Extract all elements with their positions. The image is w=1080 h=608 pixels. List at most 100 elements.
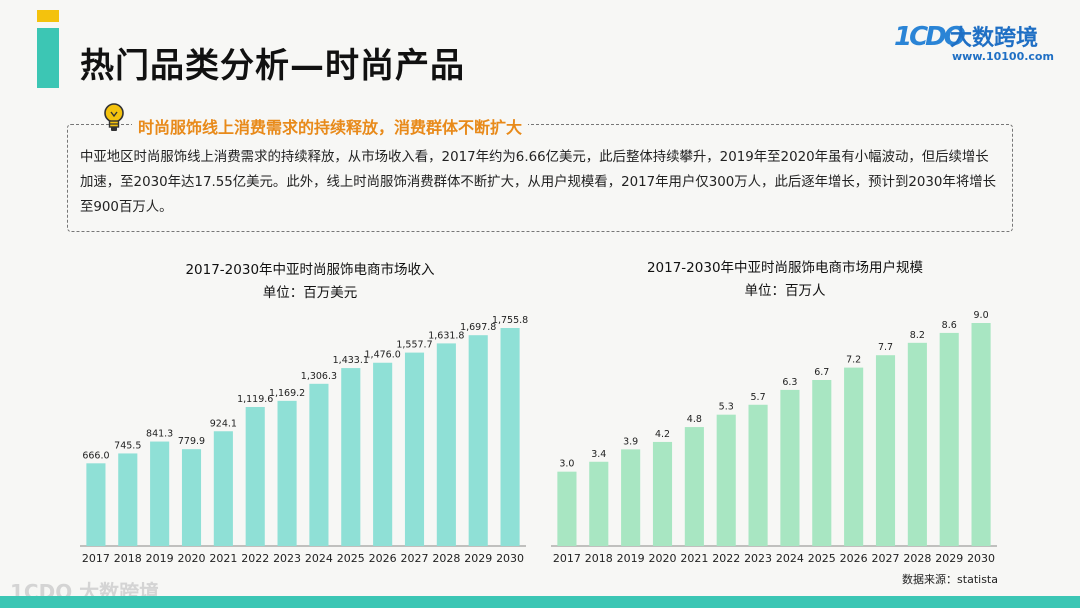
x-tick-label-2027: 2027 xyxy=(401,552,429,565)
data-label-2022: 1,119.6 xyxy=(237,394,273,405)
data-label-2022: 5.3 xyxy=(719,402,734,413)
x-tick-label-2026: 2026 xyxy=(840,552,868,565)
data-label-2023: 5.7 xyxy=(751,392,766,403)
users-chart-unit: 单位：百万人 xyxy=(744,283,826,299)
bar-2022 xyxy=(716,414,736,546)
brand-mark-icon: 1CDO xyxy=(894,22,966,52)
users-chart-title: 2017-2030年中亚时尚服饰电商市场用户规模 单位：百万人 xyxy=(555,256,1015,299)
bar-2028 xyxy=(907,342,927,546)
users-chart-title-text: 2017-2030年中亚时尚服饰电商市场用户规模 xyxy=(646,260,924,276)
x-tick-label-2023: 2023 xyxy=(273,552,301,565)
bar-2024 xyxy=(309,383,329,546)
data-label-2029: 8.6 xyxy=(942,320,957,331)
x-tick-label-2029: 2029 xyxy=(935,552,963,565)
bar-2030 xyxy=(500,328,520,546)
summary-box xyxy=(67,124,1013,232)
accent-bar-teal xyxy=(37,28,59,88)
x-tick-label-2024: 2024 xyxy=(305,552,333,565)
x-tick-label-2028: 2028 xyxy=(432,552,460,565)
data-label-2018: 3.4 xyxy=(591,449,606,460)
x-tick-label-2028: 2028 xyxy=(903,552,931,565)
x-tick-label-2022: 2022 xyxy=(712,552,740,565)
bar-2025 xyxy=(341,368,361,546)
x-tick-label-2025: 2025 xyxy=(808,552,836,565)
data-label-2019: 3.9 xyxy=(623,436,638,447)
revenue-chart-title-text: 2017-2030年中亚时尚服饰电商市场收入 xyxy=(185,262,435,278)
x-tick-label-2024: 2024 xyxy=(776,552,804,565)
data-source-note: 数据来源：statista xyxy=(902,573,998,586)
data-label-2024: 6.3 xyxy=(782,377,797,388)
x-tick-label-2019: 2019 xyxy=(617,552,645,565)
data-label-2028: 1,631.8 xyxy=(428,330,464,341)
bar-2026 xyxy=(373,362,393,546)
data-label-2030: 9.0 xyxy=(974,310,989,321)
bar-2020 xyxy=(181,449,202,546)
data-label-2027: 7.7 xyxy=(878,342,893,353)
data-label-2020: 4.2 xyxy=(655,429,670,440)
brand-name: 大数跨境 xyxy=(950,26,1039,51)
data-label-2018: 745.5 xyxy=(114,440,141,451)
data-label-2027: 1,557.7 xyxy=(396,340,432,351)
bar-2030 xyxy=(971,323,991,546)
bar-2021 xyxy=(684,427,704,546)
bar-2028 xyxy=(436,343,456,546)
x-tick-label-2020: 2020 xyxy=(649,552,677,565)
bar-2018 xyxy=(589,461,609,546)
bar-2020 xyxy=(652,441,673,546)
brand-logo: 1CDO 大数跨境 www.10100.com xyxy=(894,18,1054,68)
x-tick-label-2030: 2030 xyxy=(496,552,524,565)
summary-heading: 时尚服饰线上消费需求的持续释放，消费群体不断扩大 xyxy=(132,114,529,138)
x-tick-label-2023: 2023 xyxy=(744,552,772,565)
bar-2023 xyxy=(748,404,768,546)
revenue-chart-title: 2017-2030年中亚时尚服饰电商市场收入 单位：百万美元 xyxy=(80,258,540,301)
x-tick-label-2026: 2026 xyxy=(369,552,397,565)
x-tick-label-2021: 2021 xyxy=(209,552,237,565)
bar-2021 xyxy=(213,431,233,546)
x-tick-label-2018: 2018 xyxy=(114,552,142,565)
data-label-2023: 1,169.2 xyxy=(269,388,305,399)
bar-2017 xyxy=(86,463,106,546)
data-label-2025: 1,433.1 xyxy=(333,355,369,366)
summary-text: 中亚地区时尚服饰线上消费需求的持续释放，从市场收入看，2017年约为6.66亿美… xyxy=(80,150,996,215)
bar-2026 xyxy=(844,367,864,546)
x-tick-label-2029: 2029 xyxy=(464,552,492,565)
bar-2023 xyxy=(277,400,297,546)
bar-2022 xyxy=(245,406,265,546)
bar-2018 xyxy=(118,453,138,546)
data-label-2028: 8.2 xyxy=(910,330,925,341)
data-label-2020: 779.9 xyxy=(178,436,205,447)
x-tick-label-2020: 2020 xyxy=(178,552,206,565)
brand-url: www.10100.com xyxy=(952,50,1054,63)
bar-2029 xyxy=(939,332,959,546)
bar-2027 xyxy=(875,355,896,546)
x-tick-label-2022: 2022 xyxy=(241,552,269,565)
bar-2019 xyxy=(150,441,170,546)
bar-2017 xyxy=(557,471,577,546)
x-tick-label-2027: 2027 xyxy=(872,552,900,565)
bar-2027 xyxy=(404,352,425,546)
bar-2019 xyxy=(621,449,641,546)
x-tick-label-2025: 2025 xyxy=(337,552,365,565)
data-label-2017: 666.0 xyxy=(82,450,109,461)
data-label-2019: 841.3 xyxy=(146,429,173,440)
data-label-2021: 924.1 xyxy=(210,418,237,429)
bar-2025 xyxy=(812,379,832,546)
accent-bar-yellow xyxy=(37,10,59,22)
bar-2024 xyxy=(780,389,800,546)
data-label-2017: 3.0 xyxy=(559,459,574,470)
users-bar-chart: 3.0 2017 3.4 2018 3.9 2019 4.2 2020 4.8 2021 5.3 20… xyxy=(551,310,997,565)
x-tick-label-2018: 2018 xyxy=(585,552,613,565)
data-label-2030: 1,755.8 xyxy=(492,315,528,326)
data-label-2029: 1,697.8 xyxy=(460,322,496,333)
x-tick-label-2019: 2019 xyxy=(146,552,174,565)
x-tick-label-2017: 2017 xyxy=(553,552,581,565)
lightbulb-icon xyxy=(104,103,124,131)
data-label-2021: 4.8 xyxy=(687,414,702,425)
revenue-bar-chart: 666.0 2017 745.5 2018 841.3 2019 779.9 2020 924.… xyxy=(80,315,528,565)
data-label-2026: 1,476.0 xyxy=(365,350,401,361)
x-tick-label-2021: 2021 xyxy=(680,552,708,565)
data-label-2024: 1,306.3 xyxy=(301,371,337,382)
data-label-2025: 6.7 xyxy=(814,367,829,378)
x-tick-label-2030: 2030 xyxy=(967,552,995,565)
page-title: 热门品类分析—时尚产品 xyxy=(80,46,465,86)
